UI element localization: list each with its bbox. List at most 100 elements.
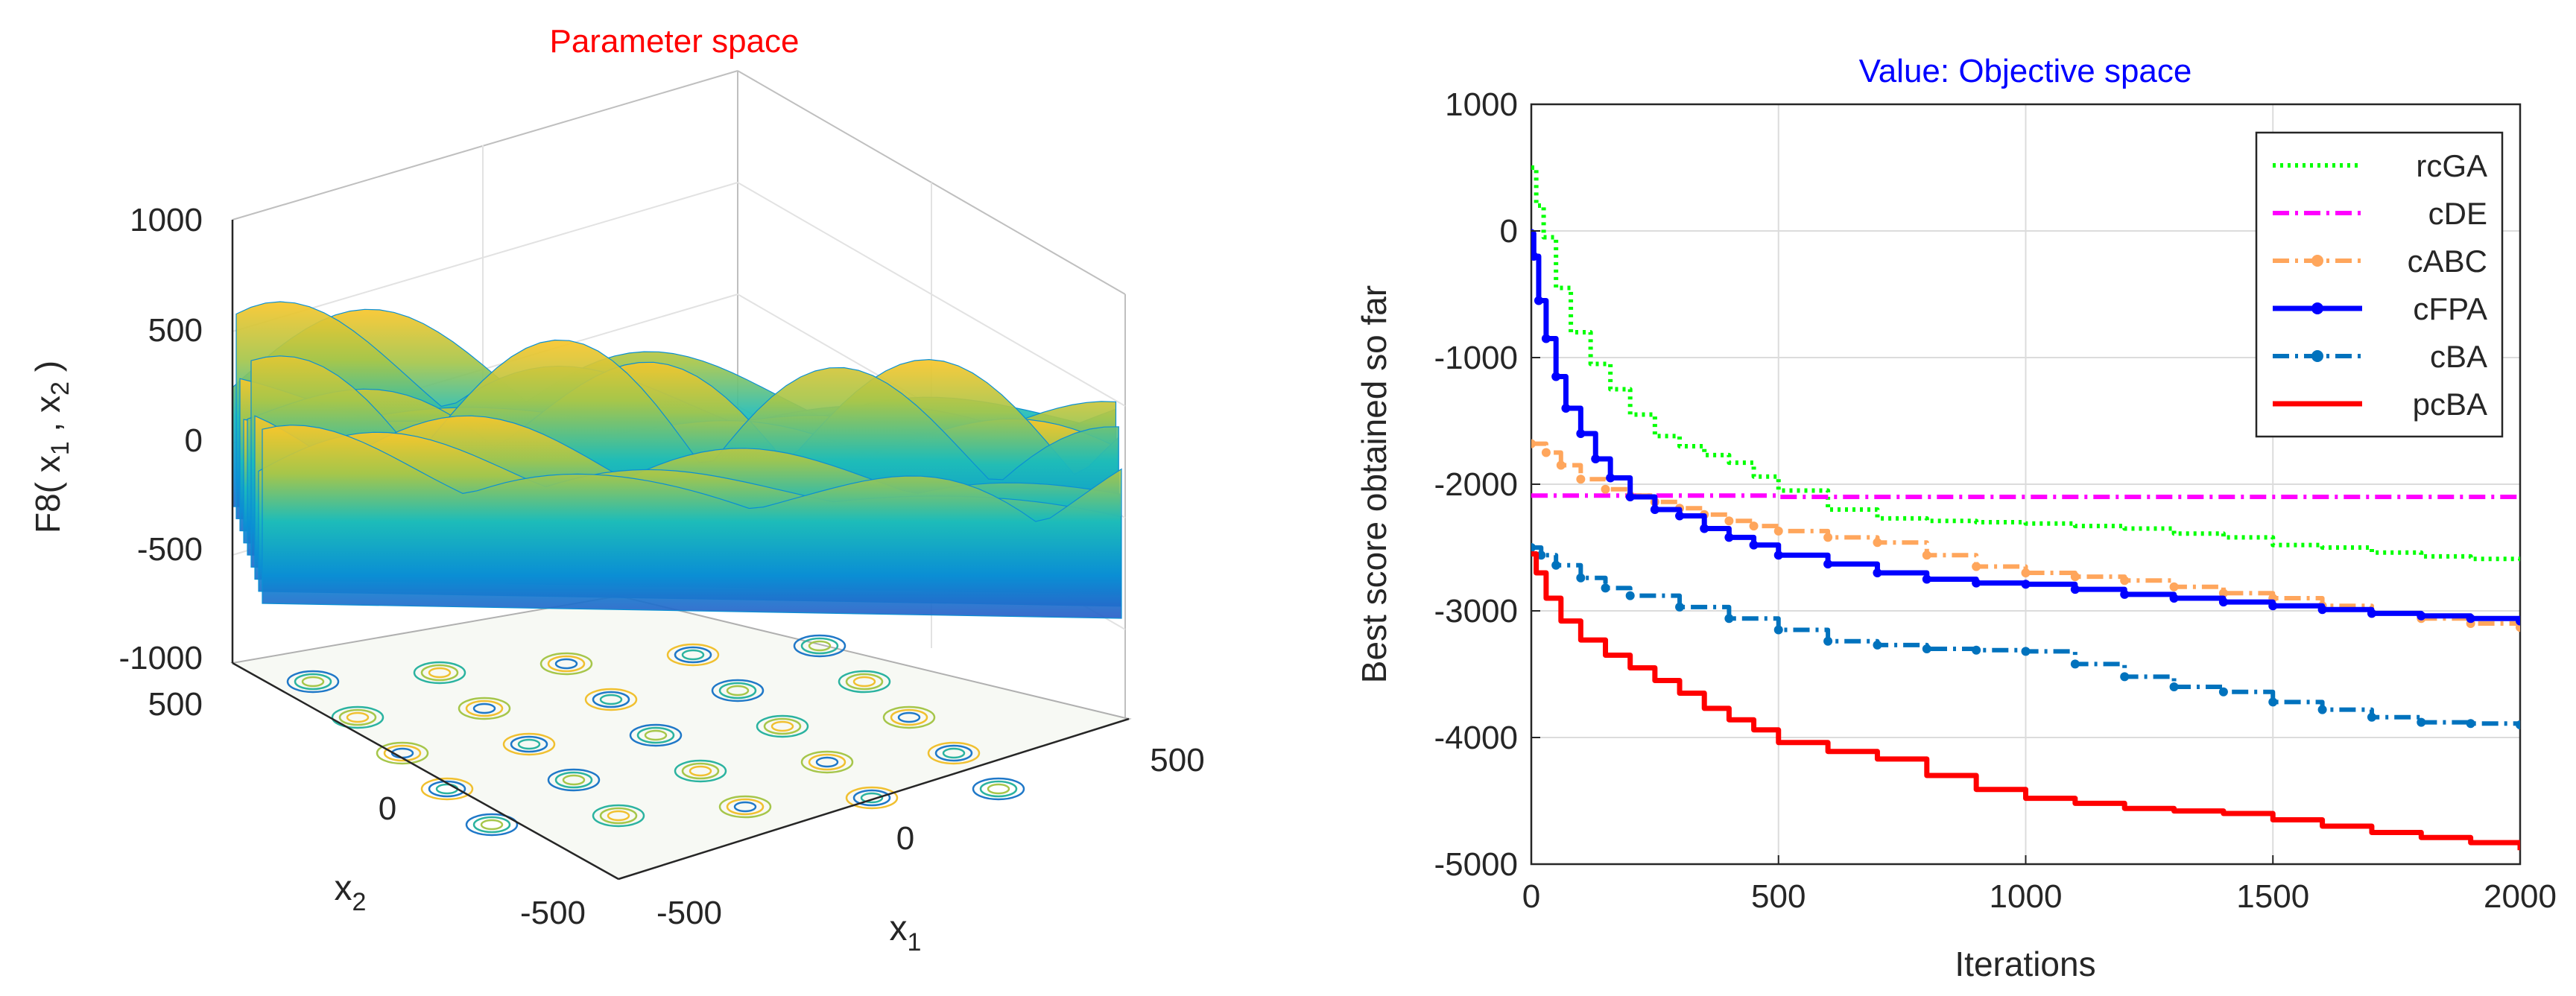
series-point-cBA [1972,645,1981,655]
series-point-cFPA [2169,594,2179,603]
contour-line [979,780,1018,798]
series-group [1531,165,2520,851]
series-line-pcBA [1531,551,2520,851]
x-tick-label: 0 [1522,878,1540,915]
contour-line [800,750,854,774]
series-point-cABC [1773,526,1783,536]
z-tick-label: -500 [137,531,203,568]
contour-line [517,738,541,750]
contour-line [346,711,370,723]
contour-line [934,744,973,762]
series-point-cFPA [1823,559,1833,569]
series-point-cBA [2268,697,2278,707]
x2-ticks: 500 0 -500 [148,686,586,931]
contour-line [674,646,712,664]
series-point-cBA [2317,705,2327,714]
contour-line [331,705,384,729]
contour-line [465,700,504,717]
series-point-cBA [1537,551,1546,560]
contour-line [882,705,936,729]
series-point-cBA [1551,560,1561,570]
series-point-cBA [1922,644,1931,653]
series-point-cFPA [1972,578,1981,588]
contour-line [428,780,466,798]
contour-line [629,723,683,747]
series-point-cBA [1531,543,1536,552]
series-point-cFPA [2367,609,2376,618]
series-point-cFPA [1773,551,1783,560]
legend-label-cABC: cABC [2408,244,2487,279]
contour-line [733,801,757,813]
contour-line [770,720,794,732]
series-point-cABC [1556,460,1566,470]
x-tick-label: 1500 [2236,878,2309,915]
series-point-cFPA [1606,473,1615,483]
series-point-cBA [2218,687,2228,697]
contour-line [383,744,422,762]
series-point-cFPA [1873,568,1882,577]
legend-label-rcGA: rcGA [2416,148,2487,183]
x1-ticks: -500 0 500 [656,742,1205,931]
series-point-cFPA [2021,580,2031,589]
series-point-cABC [2070,572,2080,582]
contour-line [547,655,586,673]
contour-line [554,771,593,789]
series-point-cFPA [1700,524,1709,533]
contour-line [726,685,750,697]
series-point-cABC [1749,521,1759,531]
contour-line [420,664,459,682]
contour-line [599,694,623,705]
z-ticks: 1000 500 0 -500 -1000 [118,202,203,676]
contour-line [502,732,556,756]
series-point-cBA [2120,672,2130,682]
contour-line [286,670,340,694]
y-tick-label: -4000 [1434,720,1518,756]
contour-line [413,661,466,685]
contour-line [547,768,601,792]
series-point-cABC [1541,448,1551,457]
contour-line [458,697,511,720]
contour-line [756,714,809,738]
contour-line [510,735,548,753]
legend-label-cBA: cBA [2430,339,2487,374]
contour-line [420,777,474,801]
series-point-cBA [2417,717,2426,727]
legend-label-pcBA: pcBA [2413,387,2487,422]
series-point-cFPA [1724,533,1734,542]
series-point-cBA [2367,712,2376,722]
contour-line [815,756,839,768]
legend-label-cFPA: cFPA [2413,291,2487,326]
contour-line [860,792,884,804]
contour-line [607,810,630,822]
x-axis-label: Iterations [1955,945,2095,983]
series-point-cBA [1601,583,1610,593]
contour-line [718,795,772,819]
series-point-cFPA [1591,454,1601,463]
contour-line [681,762,720,780]
legend-box [2255,131,2504,438]
legend-marker-cBA [2311,350,2323,362]
surface-mesh [232,301,1122,619]
series-point-cBA [1873,640,1882,650]
contour-line [584,688,638,711]
series-point-cFPA [2218,597,2228,607]
series-point-cABC [1576,475,1586,484]
contour-line [294,673,332,691]
series-point-cABC [1873,538,1882,548]
contour-line [711,679,765,702]
surface-title: Parameter space [549,23,799,60]
series-point-cFPA [1749,540,1759,550]
y-tick-label: -1000 [1434,340,1518,376]
contour-line [942,747,966,759]
series-point-cFPA [2516,616,2520,626]
series-point-cFPA [1650,505,1659,514]
series-point-cFPA [1625,492,1635,501]
contour-line [480,819,504,831]
contour-line [592,691,630,708]
contour-line [689,765,712,777]
x1-tick-label: -500 [656,895,722,931]
contour-line [987,783,1010,795]
series-point-cABC [2169,582,2179,591]
x-tick-label: 2000 [2484,878,2557,915]
x2-axis-label: x2 [335,869,367,916]
